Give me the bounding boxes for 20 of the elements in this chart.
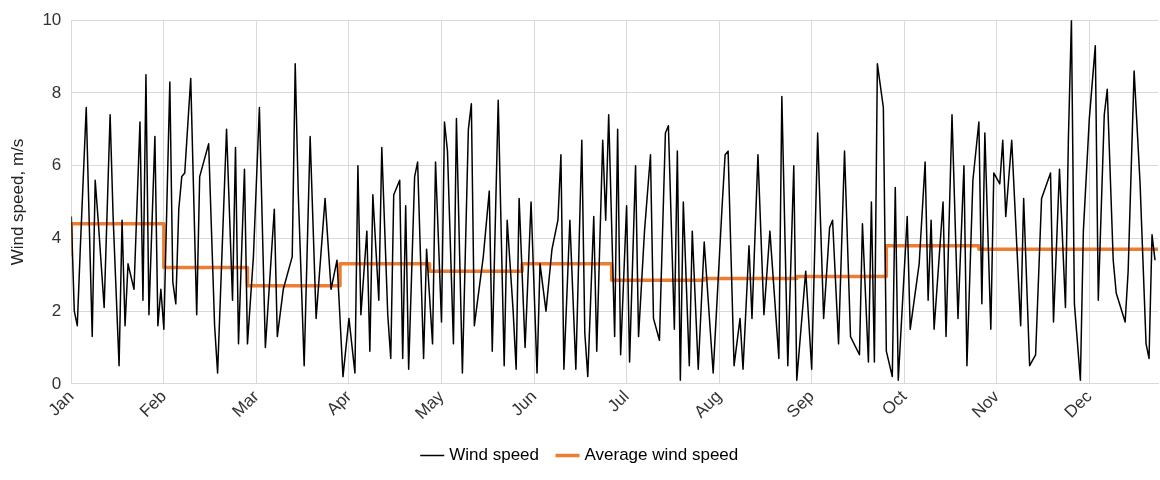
x-tick-label: Nov bbox=[968, 386, 1004, 422]
x-tick-label: Sep bbox=[783, 386, 818, 422]
y-tick-label: 6 bbox=[51, 155, 62, 175]
y-tick-label: 0 bbox=[51, 373, 62, 393]
x-tick-label: Mar bbox=[228, 386, 263, 421]
y-tick-label: 10 bbox=[42, 9, 62, 29]
legend-label: Average wind speed bbox=[584, 445, 739, 465]
x-tick-label: Dec bbox=[1060, 386, 1096, 422]
x-tick-label: Feb bbox=[135, 386, 170, 421]
x-tick-label: Oct bbox=[878, 386, 911, 419]
x-tick-label: Apr bbox=[322, 386, 356, 419]
y-axis-title: Wind speed, m/s bbox=[7, 138, 27, 266]
x-tick-label: Jun bbox=[507, 386, 541, 420]
x-tick-label: Jul bbox=[603, 386, 633, 416]
y-tick-label: 2 bbox=[51, 300, 62, 320]
y-tick-label: 8 bbox=[51, 82, 62, 102]
y-tick-label: 4 bbox=[51, 228, 62, 248]
x-tick-label: May bbox=[411, 386, 448, 423]
legend-label: Wind speed bbox=[449, 445, 540, 465]
x-tick-label: Aug bbox=[690, 386, 726, 422]
